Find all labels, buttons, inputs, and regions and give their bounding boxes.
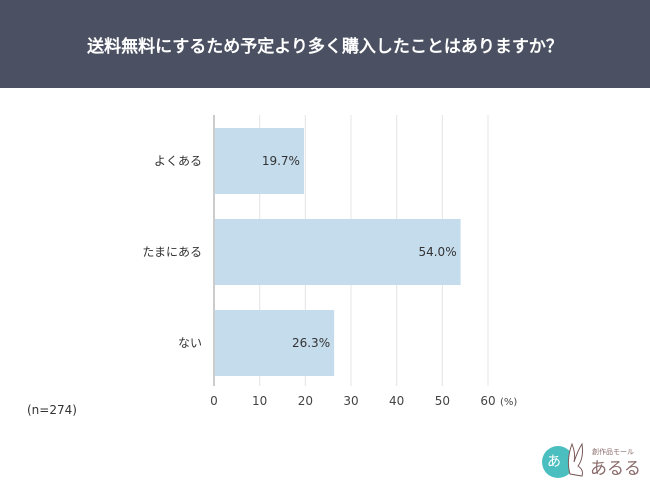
bar — [215, 128, 304, 194]
x-tick-label: 20 — [298, 394, 313, 408]
x-tick-label: 50 — [435, 394, 450, 408]
svg-text:創作品モール: 創作品モール — [592, 447, 634, 456]
category-label: ない — [178, 336, 202, 350]
data-label: 19.7% — [262, 154, 300, 168]
x-tick-label: 60 — [480, 394, 495, 408]
category-label: たまにある — [142, 245, 202, 259]
x-tick-label: 10 — [252, 394, 267, 408]
aruru-logo: あ 創作品モール あるる — [542, 442, 640, 479]
category-label: よくある — [154, 154, 202, 168]
bar — [215, 310, 335, 376]
data-label: 26.3% — [292, 336, 330, 350]
bar — [215, 219, 461, 285]
chart-title: 送料無料にするため予定より多く購入したことはありますか？ — [0, 0, 650, 88]
data-label: 54.0% — [418, 245, 456, 259]
sample-size-note: (n=274) — [27, 403, 77, 417]
x-unit-label: (%) — [500, 397, 517, 408]
x-tick-label: 0 — [210, 394, 218, 408]
svg-text:あるる: あるる — [590, 459, 640, 479]
x-tick-label: 30 — [343, 394, 358, 408]
svg-text:あ: あ — [547, 454, 561, 470]
x-tick-label: 40 — [389, 394, 404, 408]
